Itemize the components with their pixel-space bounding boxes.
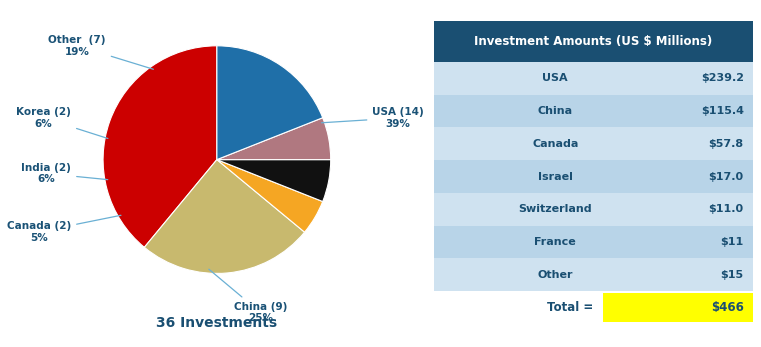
Text: USA (14)
39%: USA (14) 39% <box>321 107 424 129</box>
Text: Investment Amounts (US $ Millions): Investment Amounts (US $ Millions) <box>474 35 713 48</box>
Text: $466: $466 <box>711 301 743 314</box>
Text: Other  (7)
19%: Other (7) 19% <box>49 35 154 69</box>
Wedge shape <box>103 46 217 247</box>
Wedge shape <box>217 46 323 160</box>
Bar <box>434 127 753 160</box>
Wedge shape <box>217 160 331 202</box>
Text: China: China <box>538 106 573 116</box>
Wedge shape <box>217 118 331 160</box>
Text: India (2)
6%: India (2) 6% <box>21 163 108 184</box>
Bar <box>434 21 753 62</box>
Text: USA: USA <box>543 74 568 83</box>
Text: $17.0: $17.0 <box>708 171 743 181</box>
Text: Other: Other <box>537 270 573 280</box>
Text: $239.2: $239.2 <box>701 74 743 83</box>
Text: Switzerland: Switzerland <box>518 204 592 214</box>
Text: Canada: Canada <box>532 139 578 149</box>
Wedge shape <box>217 160 323 232</box>
Bar <box>434 193 753 226</box>
Text: 36 Investments: 36 Investments <box>156 316 278 330</box>
Bar <box>603 293 753 322</box>
Text: $11: $11 <box>721 237 743 247</box>
Text: $115.4: $115.4 <box>701 106 743 116</box>
Text: Korea (2)
6%: Korea (2) 6% <box>16 107 108 138</box>
Text: Total =: Total = <box>547 301 594 314</box>
Bar <box>434 95 753 127</box>
Text: France: France <box>534 237 576 247</box>
Text: $15: $15 <box>721 270 743 280</box>
Bar <box>434 226 753 259</box>
Bar <box>434 259 753 291</box>
Wedge shape <box>145 160 304 273</box>
Text: Canada (2)
5%: Canada (2) 5% <box>7 215 121 243</box>
Text: China (9)
25%: China (9) 25% <box>209 269 287 323</box>
Text: $57.8: $57.8 <box>708 139 743 149</box>
Text: Israel: Israel <box>538 171 573 181</box>
Bar <box>434 62 753 95</box>
Text: $11.0: $11.0 <box>708 204 743 214</box>
Bar <box>434 160 753 193</box>
